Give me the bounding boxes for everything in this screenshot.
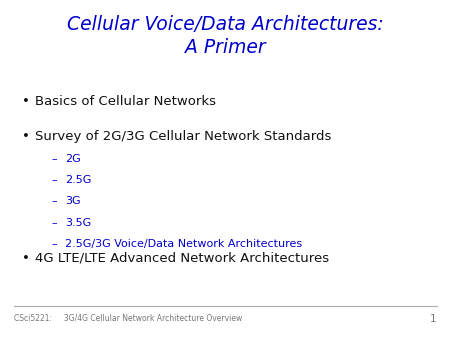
Text: –: – [52, 175, 58, 185]
Text: Cellular Voice/Data Architectures:
A Primer: Cellular Voice/Data Architectures: A Pri… [67, 15, 383, 57]
Text: 4G LTE/LTE Advanced Network Architectures: 4G LTE/LTE Advanced Network Architecture… [35, 252, 329, 265]
Text: 3G: 3G [65, 196, 81, 207]
Text: –: – [52, 218, 58, 228]
Text: •: • [22, 95, 30, 107]
Text: –: – [52, 196, 58, 207]
Text: Basics of Cellular Networks: Basics of Cellular Networks [35, 95, 216, 107]
Text: Survey of 2G/3G Cellular Network Standards: Survey of 2G/3G Cellular Network Standar… [35, 130, 332, 143]
Text: 1: 1 [430, 314, 436, 324]
Text: –: – [52, 154, 58, 164]
Text: •: • [22, 130, 30, 143]
Text: 3.5G: 3.5G [65, 218, 91, 228]
Text: CSci5221:     3G/4G Cellular Network Architecture Overview: CSci5221: 3G/4G Cellular Network Archite… [14, 314, 242, 323]
Text: 2.5G/3G Voice/Data Network Architectures: 2.5G/3G Voice/Data Network Architectures [65, 239, 302, 249]
Text: 2.5G: 2.5G [65, 175, 92, 185]
Text: 2G: 2G [65, 154, 81, 164]
Text: –: – [52, 239, 58, 249]
Text: •: • [22, 252, 30, 265]
